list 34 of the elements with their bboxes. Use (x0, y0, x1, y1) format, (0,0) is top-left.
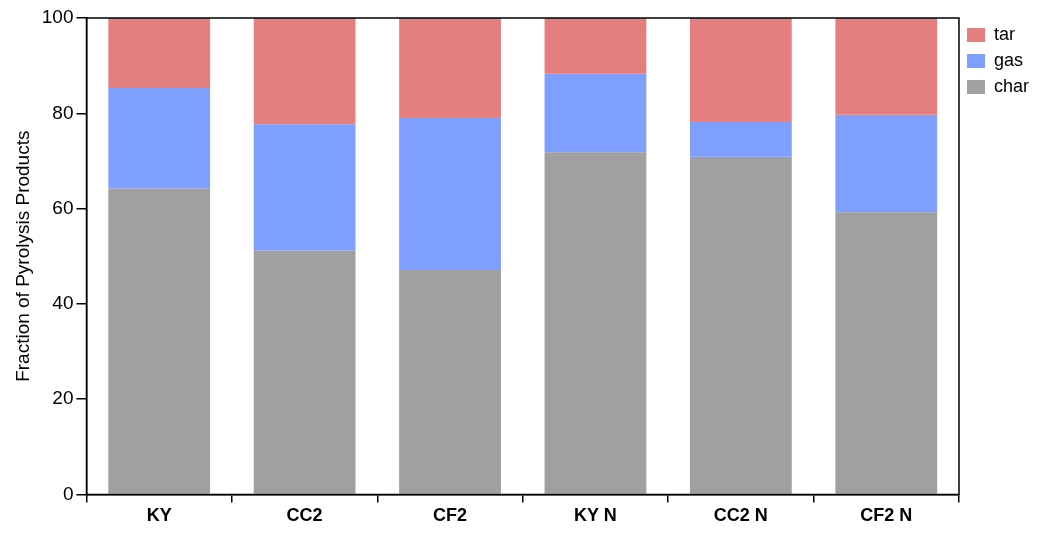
x-tick-label: CF2 N (860, 505, 913, 526)
y-tick-label: 60 (52, 196, 74, 218)
legend-label: gas (993, 49, 1024, 70)
bar (544, 18, 647, 74)
x-tick-label: KY N (574, 505, 617, 526)
y-axis-title: Fraction of Pyrolysis Products (11, 130, 33, 382)
bar (399, 18, 501, 118)
legend-label: tar (993, 23, 1015, 44)
bar (253, 250, 356, 494)
y-tick-label: 40 (52, 292, 74, 314)
y-tick-label: 20 (52, 387, 74, 409)
x-tick-label: CC2 N (713, 505, 768, 526)
bar (253, 124, 356, 251)
x-tick-label: KY (146, 505, 172, 526)
bar (689, 156, 792, 494)
bar (544, 152, 647, 494)
bar (253, 18, 356, 125)
bar (399, 117, 501, 270)
bar (108, 188, 211, 494)
y-tick-label: 80 (52, 101, 74, 123)
x-tick-label: CC2 (286, 505, 323, 526)
y-tick-label: 0 (62, 482, 74, 504)
bar (835, 114, 938, 213)
y-tick-label: 100 (41, 6, 74, 28)
bar (835, 212, 938, 494)
bar (544, 73, 647, 153)
bar (689, 120, 792, 157)
bar (689, 18, 792, 121)
legend-label: char (993, 75, 1030, 96)
x-tick-label: CF2 (433, 505, 468, 526)
bar (108, 18, 211, 88)
bar (399, 269, 501, 494)
bar (835, 18, 938, 115)
bar (108, 87, 211, 189)
